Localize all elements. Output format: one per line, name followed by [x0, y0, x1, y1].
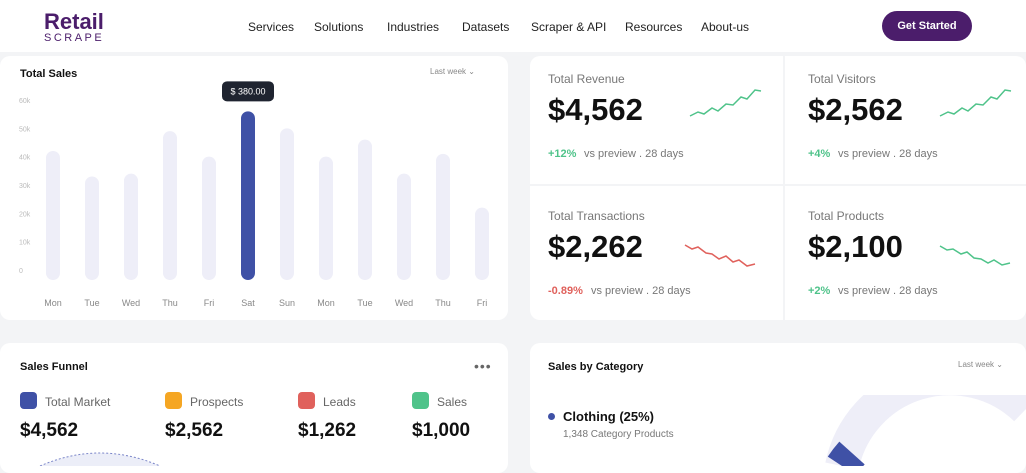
x-tick-label: Thu: [435, 298, 451, 308]
donut: [825, 395, 1026, 466]
funnel-value: $1,262: [298, 420, 357, 441]
stat-label: Total Visitors: [808, 72, 876, 86]
category-title: Sales by Category: [548, 361, 644, 373]
category-item: Clothing (25%): [563, 409, 654, 424]
stat-note: vs preview . 28 days: [838, 148, 938, 160]
funnel-icon: [20, 392, 37, 409]
y-tick-label: 10k: [19, 240, 31, 247]
bar: [202, 156, 216, 280]
x-tick-label: Sun: [279, 298, 295, 308]
stat-label: Total Products: [808, 209, 885, 223]
category-card: [530, 343, 1026, 473]
bar: [280, 128, 294, 280]
funnel-icon: [412, 392, 429, 409]
logo-sub: SCRAPE: [44, 32, 105, 44]
x-tick-label: Mon: [44, 298, 62, 308]
stat-change: +12%: [548, 148, 577, 160]
bar: [397, 173, 411, 280]
nav-link[interactable]: Solutions: [314, 20, 364, 34]
funnel-label: Sales: [437, 395, 468, 409]
funnel-icon: [165, 392, 182, 409]
y-tick-label: 0: [19, 268, 23, 275]
funnel-label: Total Market: [45, 395, 111, 409]
divider: [530, 184, 1026, 186]
y-tick-label: 30k: [19, 183, 31, 190]
x-tick-label: Mon: [317, 298, 335, 308]
stat-note: vs preview . 28 days: [584, 148, 684, 160]
cta-button[interactable]: Get Started: [882, 11, 972, 41]
bar: [124, 173, 138, 280]
bar: [475, 207, 489, 280]
stat-value: $2,562: [808, 92, 903, 127]
stat-change: -0.89%: [548, 285, 583, 297]
x-tick-label: Tue: [357, 298, 372, 308]
funnel-title: Sales Funnel: [20, 361, 88, 373]
y-tick-label: 40k: [19, 155, 31, 162]
stat-value: $2,262: [548, 229, 643, 264]
nav-link[interactable]: Scraper & API: [531, 20, 607, 34]
nav-link[interactable]: Datasets: [462, 20, 510, 34]
stat-note: vs preview . 28 days: [591, 285, 691, 297]
header: [0, 0, 1026, 52]
stat-label: Total Transactions: [548, 209, 645, 223]
chart: 60k 50k 40k 30k 20k 10k 0 Mon Tue Wed Thu Fri Sat $ 3…: [19, 81, 489, 308]
legend-dot: [548, 413, 555, 420]
filter-text: Last week: [430, 67, 467, 76]
divider: [783, 56, 785, 320]
filter[interactable]: Last week ⌄: [958, 360, 1003, 369]
funnel-value: $4,562: [20, 420, 79, 441]
x-tick-label: Thu: [162, 298, 178, 308]
x-tick-label: Wed: [395, 298, 413, 308]
nav-link[interactable]: About-us: [701, 20, 750, 34]
bar: [358, 139, 372, 280]
stat-change: +2%: [808, 285, 831, 297]
filter[interactable]: Last week ⌄: [430, 67, 475, 76]
stat-value: $2,100: [808, 229, 903, 264]
tooltip-text: $ 380.00: [230, 86, 265, 96]
funnel-shape: [39, 452, 161, 466]
funnel-value: $1,000: [412, 420, 471, 441]
bar: [163, 131, 177, 280]
y-tick-label: 20k: [19, 211, 31, 218]
category-detail: 1,348 Category Products: [563, 429, 674, 440]
stat-change: +4%: [808, 148, 831, 160]
chart-title: Total Sales: [20, 68, 78, 80]
nav-link[interactable]: Resources: [625, 20, 683, 34]
funnel-icon: [298, 392, 315, 409]
bar: [319, 156, 333, 280]
nav-link[interactable]: Industries: [387, 20, 440, 34]
nav-link[interactable]: Services: [248, 20, 295, 34]
y-tick-label: 60k: [19, 98, 31, 105]
funnel-label: Leads: [323, 395, 356, 409]
stat-label: Total Revenue: [548, 72, 625, 86]
stat-value: $4,562: [548, 92, 643, 127]
filter-text: Last week: [958, 360, 995, 369]
y-tick-label: 50k: [19, 126, 31, 133]
funnel-label: Prospects: [190, 395, 244, 409]
menu[interactable]: •••: [474, 358, 492, 374]
logo[interactable]: Retail: [44, 9, 104, 34]
stat-note: vs preview . 28 days: [838, 285, 938, 297]
bar: [241, 111, 255, 280]
x-tick-label: Fri: [477, 298, 488, 308]
x-tick-label: Wed: [122, 298, 140, 308]
tooltip: [222, 81, 274, 102]
bar: [46, 151, 60, 280]
x-tick-label: Sat: [241, 298, 255, 308]
x-tick-label: Tue: [84, 298, 99, 308]
bar: [436, 153, 450, 280]
x-tick-label: Fri: [204, 298, 215, 308]
funnel-value: $2,562: [165, 420, 224, 441]
bar: [85, 176, 99, 280]
